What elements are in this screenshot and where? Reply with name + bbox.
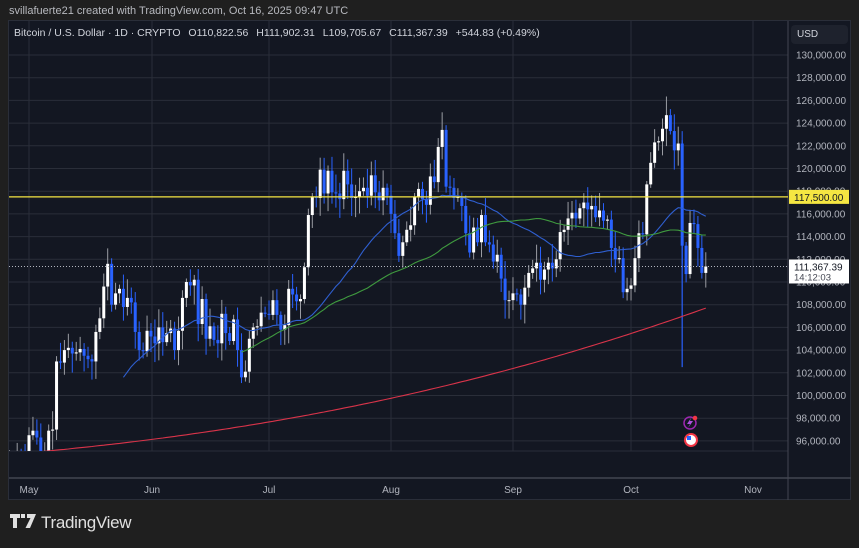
time-tick: Sep: [504, 485, 522, 496]
tradingview-logo[interactable]: TradingView: [10, 513, 132, 533]
event-icons[interactable]: [683, 415, 698, 447]
last-price-label: 111,367.39: [794, 262, 843, 273]
price-tick: 120,000.00: [796, 164, 846, 175]
price-tick: 98,000.00: [796, 414, 841, 425]
symbol-legend: Bitcoin / U.S. Dollar · 1D · CRYPTO O110…: [14, 27, 545, 39]
price-tick: 124,000.00: [796, 119, 846, 130]
level-price-label: 117,500.00: [794, 193, 844, 204]
price-change: +544.83 (+0.49%): [455, 27, 540, 39]
time-tick: Jul: [263, 485, 276, 496]
tradingview-logo-icon: [10, 513, 36, 533]
tradingview-logo-text: TradingView: [41, 513, 132, 532]
price-tick: 114,000.00: [796, 232, 846, 243]
price-tick: 122,000.00: [796, 141, 846, 152]
price-tick: 104,000.00: [796, 346, 846, 357]
ohlc-close: C111,367.39: [389, 27, 448, 39]
symbol-title[interactable]: Bitcoin / U.S. Dollar · 1D · CRYPTO: [14, 27, 181, 39]
price-tick: 128,000.00: [796, 73, 846, 84]
time-tick: May: [20, 485, 39, 496]
price-tick: 100,000.00: [796, 391, 846, 402]
time-tick: Aug: [382, 485, 400, 496]
time-tick: Nov: [744, 485, 762, 496]
time-tick: Jun: [144, 485, 160, 496]
bar-countdown: 14:12:03: [794, 272, 831, 283]
price-tick: 116,000.00: [796, 209, 846, 220]
lightning-event-icon: [683, 416, 697, 430]
time-tick: Oct: [623, 485, 639, 496]
price-tick: 126,000.00: [796, 96, 846, 107]
ohlc-high: H111,902.31: [256, 27, 315, 39]
ohlc-open: O110,822.56: [188, 27, 249, 39]
currency-button[interactable]: USD: [791, 25, 848, 44]
price-tick: 96,000.00: [796, 436, 841, 447]
ohlc-low: L109,705.67: [322, 27, 382, 39]
price-tick: 102,000.00: [796, 368, 846, 379]
price-tick: 130,000.00: [796, 51, 846, 62]
author-credit: svillafuerte21 created with TradingView.…: [9, 5, 349, 17]
price-tick: 106,000.00: [796, 323, 846, 334]
price-tick: 108,000.00: [796, 300, 846, 311]
